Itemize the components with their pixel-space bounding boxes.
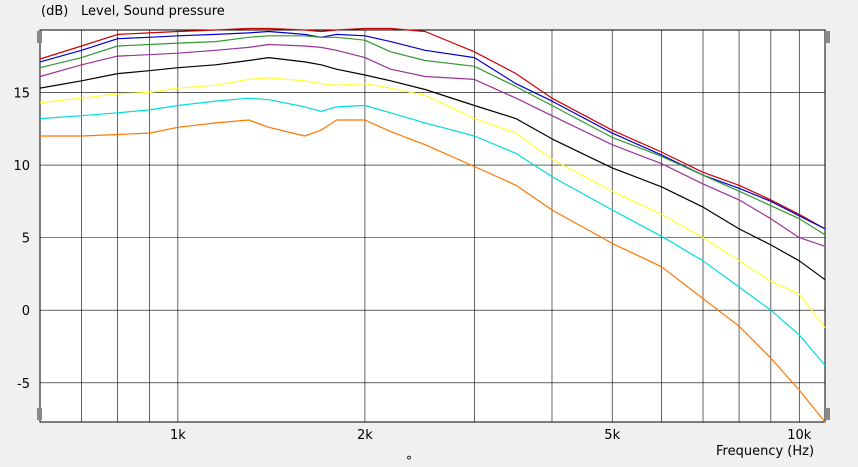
plot-area xyxy=(39,29,826,423)
x-tick-label: 2k xyxy=(357,428,373,443)
right-bottom-handle[interactable] xyxy=(825,408,830,420)
x-axis-title: Frequency (Hz) xyxy=(716,444,814,459)
chart-title: Level, Sound pressure xyxy=(81,4,225,19)
left-bottom-handle[interactable] xyxy=(37,408,42,420)
left-top-handle[interactable] xyxy=(37,31,42,43)
bottom-marker: ° xyxy=(406,454,412,467)
series-line xyxy=(40,119,826,423)
y-tick-label: 15 xyxy=(13,86,30,101)
series-line xyxy=(39,43,826,247)
y-tick-label: 5 xyxy=(22,232,30,247)
series-line xyxy=(39,97,826,366)
x-tick-label: 5k xyxy=(604,428,620,443)
right-top-handle[interactable] xyxy=(825,31,830,43)
x-tick-labels: 1k 2k 5k 10k xyxy=(170,428,812,443)
series-lines xyxy=(39,27,826,423)
x-tick-label: 1k xyxy=(170,428,186,443)
series-line xyxy=(39,77,826,328)
series-line xyxy=(39,35,826,236)
y-tick-label: 10 xyxy=(13,159,30,174)
x-tick-label: 10k xyxy=(787,428,812,443)
y-tick-label: -5 xyxy=(17,377,30,392)
y-axis-unit: (dB) xyxy=(41,4,68,19)
series-line xyxy=(39,56,826,281)
y-tick-labels: 15 10 5 0 -5 xyxy=(13,86,30,391)
y-tick-label: 0 xyxy=(22,304,30,319)
series-line xyxy=(39,27,826,230)
